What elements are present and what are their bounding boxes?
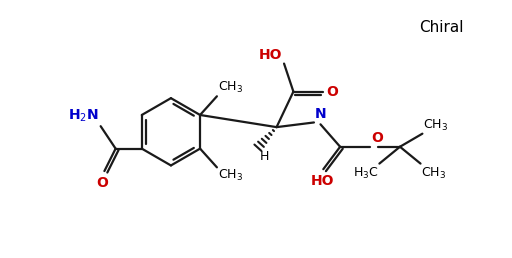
Text: O: O — [371, 131, 383, 145]
Text: N: N — [315, 107, 327, 120]
Text: H$_3$C: H$_3$C — [353, 165, 378, 181]
Text: H$_2$N: H$_2$N — [68, 108, 99, 124]
Text: CH$_3$: CH$_3$ — [218, 168, 243, 183]
Text: CH$_3$: CH$_3$ — [218, 80, 243, 95]
Text: HO: HO — [259, 48, 282, 62]
Text: O: O — [326, 85, 338, 99]
Text: CH$_3$: CH$_3$ — [421, 165, 446, 181]
Text: O: O — [97, 176, 109, 190]
Text: HO: HO — [311, 174, 334, 188]
Text: Chiral: Chiral — [419, 20, 463, 35]
Text: H: H — [260, 150, 269, 164]
Text: CH$_3$: CH$_3$ — [423, 118, 449, 133]
